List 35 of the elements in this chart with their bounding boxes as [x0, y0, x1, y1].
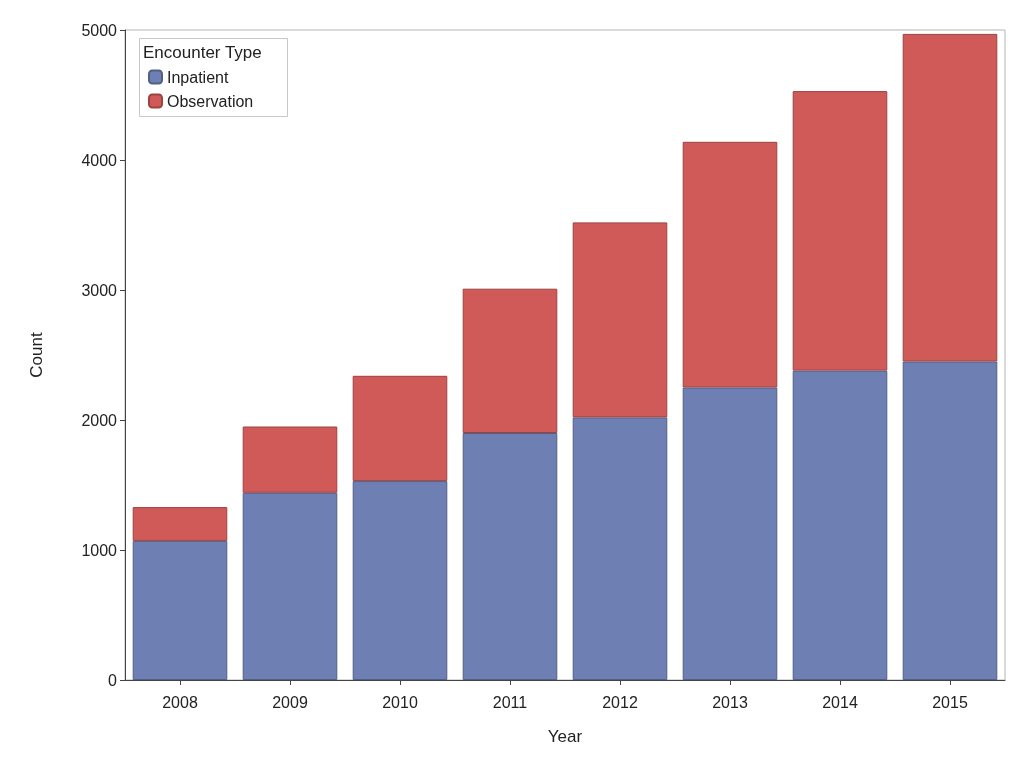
bar: [572, 417, 668, 680]
x-tick-label: 2015: [932, 693, 968, 711]
legend-label: Inpatient: [167, 68, 229, 86]
legend-title: Encounter Type: [143, 43, 262, 62]
x-tick-label: 2012: [602, 693, 638, 711]
y-tick-label: 2000: [81, 411, 118, 429]
bar: [792, 370, 888, 680]
x-tick-label: 2008: [162, 693, 198, 711]
bar: [572, 222, 668, 418]
y-tick-label: 0: [108, 671, 118, 689]
bar: [132, 507, 228, 541]
bar: [902, 33, 998, 362]
y-tick-label: 4000: [81, 151, 118, 169]
bar: [242, 492, 338, 680]
bar: [242, 426, 338, 493]
x-tick-label: 2011: [492, 693, 528, 711]
x-tick-label: 2013: [712, 693, 748, 711]
bar: [352, 375, 448, 482]
bar: [792, 91, 888, 371]
bar: [462, 288, 558, 433]
x-axis-title: Year: [547, 727, 583, 746]
y-tick-label: 3000: [81, 281, 118, 299]
bar: [132, 540, 228, 680]
y-axis-title: Count: [27, 332, 46, 378]
y-tick-label: 5000: [81, 21, 118, 39]
y-tick-label: 1000: [81, 541, 118, 559]
x-tick-label: 2010: [382, 693, 418, 711]
bar: [462, 433, 558, 680]
bar: [682, 387, 778, 680]
x-tick-label: 2009: [272, 693, 308, 711]
bar: [902, 361, 998, 680]
legend-label: Observation: [167, 92, 254, 110]
bar: [682, 141, 778, 388]
bar: [352, 481, 448, 680]
x-tick-label: 2014: [822, 693, 858, 711]
